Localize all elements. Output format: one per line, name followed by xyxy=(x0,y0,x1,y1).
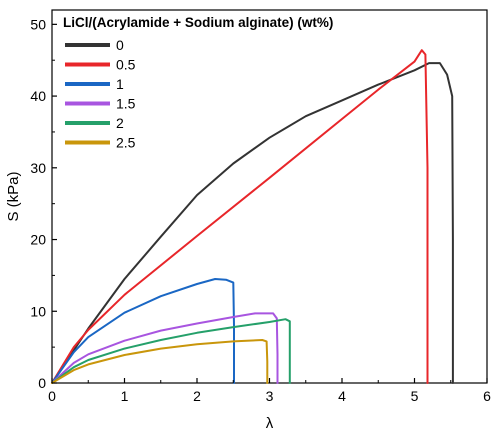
x-tick-label: 1 xyxy=(121,388,129,404)
legend-label-1: 0.5 xyxy=(116,57,136,73)
x-tick-label: 5 xyxy=(411,388,419,404)
y-tick-label: 20 xyxy=(30,232,46,248)
legend-title: LiCl/(Acrylamide + Sodium alginate) (wt%… xyxy=(63,15,333,30)
series-line-0 xyxy=(51,62,454,384)
x-axis: 0 1 2 3 4 5 6 xyxy=(48,378,491,404)
series-line-2 xyxy=(51,278,235,384)
series-line-1 xyxy=(51,49,429,384)
y-tick-label: 50 xyxy=(30,16,46,32)
series-line-3 xyxy=(51,312,279,384)
y-tick-label: 40 xyxy=(30,88,46,104)
x-tick-label: 2 xyxy=(193,388,201,404)
x-tick-label: 3 xyxy=(266,388,274,404)
legend-label-0: 0 xyxy=(116,37,124,53)
legend-label-2: 1 xyxy=(116,76,124,92)
series-line-5 xyxy=(51,339,269,384)
series-line-4 xyxy=(51,318,291,384)
legend-label-5: 2.5 xyxy=(116,135,136,151)
x-tick-label: 0 xyxy=(48,388,56,404)
legend: LiCl/(Acrylamide + Sodium alginate) (wt%… xyxy=(63,15,333,151)
x-axis-title: λ xyxy=(266,415,274,432)
legend-label-4: 2 xyxy=(116,115,124,131)
series-group xyxy=(51,49,454,384)
x-tick-label: 6 xyxy=(483,388,491,404)
y-tick-label: 30 xyxy=(30,160,46,176)
legend-label-3: 1.5 xyxy=(116,96,136,112)
y-tick-label: 10 xyxy=(30,303,46,319)
y-axis: 0 10 20 30 40 50 xyxy=(30,16,57,391)
y-tick-label: 0 xyxy=(38,375,46,391)
x-tick-label: 4 xyxy=(338,388,346,404)
y-axis-title: S (kPa) xyxy=(5,171,22,221)
